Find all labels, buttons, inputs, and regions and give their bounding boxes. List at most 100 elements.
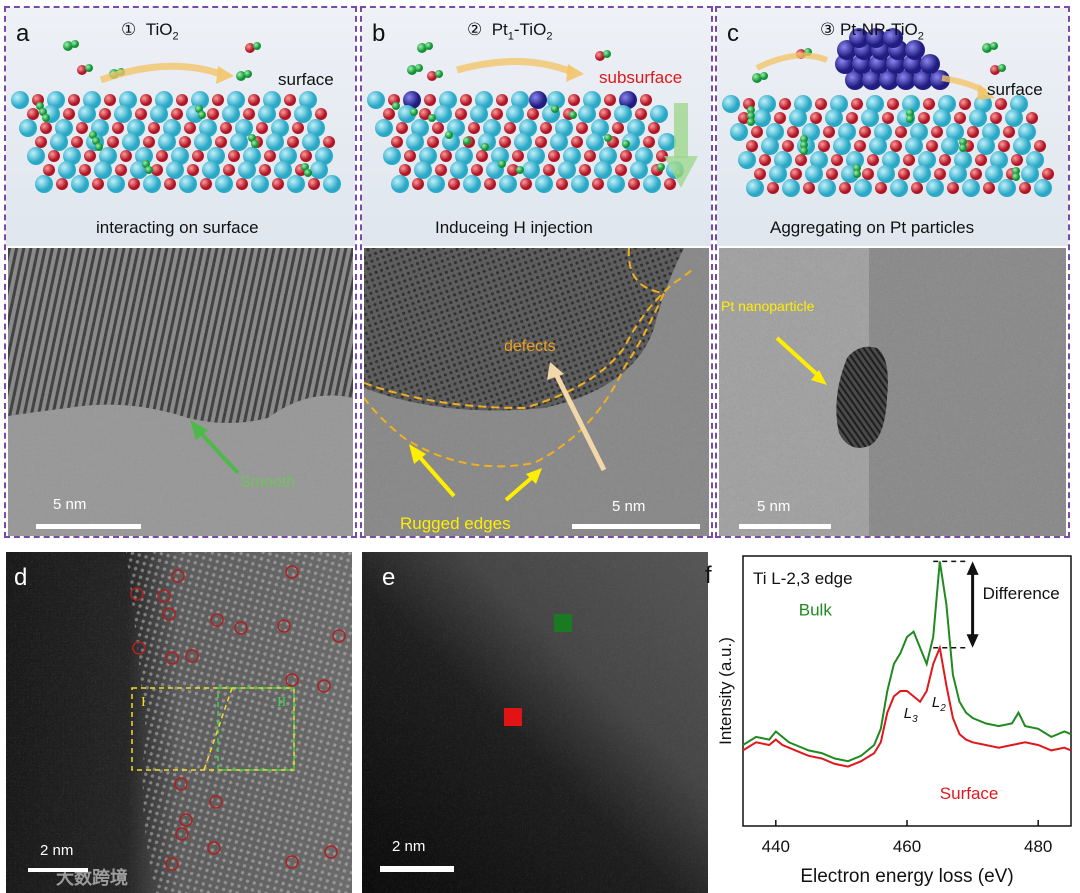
atom (383, 108, 395, 120)
panel-d: d I II 2 nm 大数跨境 (6, 552, 352, 893)
pt-atom (920, 54, 940, 74)
panel-a: a ① TiO2 surface interacting on surface … (4, 6, 357, 538)
pt-atom (883, 28, 903, 48)
atom (923, 98, 935, 110)
atom (315, 147, 333, 165)
atom (55, 119, 73, 137)
atom (308, 178, 320, 190)
atom (251, 175, 269, 193)
atom (511, 91, 529, 109)
atom (910, 123, 928, 141)
defect-marker (285, 855, 299, 869)
legend-bulk: Bulk (799, 600, 833, 619)
atom (902, 95, 920, 113)
atom (905, 137, 923, 155)
atom (823, 126, 835, 138)
atom (592, 178, 604, 190)
atom (187, 164, 199, 176)
atom (563, 147, 581, 165)
scale-label: 5 nm (612, 498, 646, 515)
haadf-image-e (362, 552, 708, 893)
atom (754, 168, 766, 180)
atom (753, 109, 771, 127)
atom (222, 105, 240, 123)
atom (367, 91, 385, 109)
atom (450, 161, 468, 179)
atom (176, 94, 188, 106)
atom (104, 94, 116, 106)
hydrogen-atom (42, 114, 50, 122)
atom (941, 137, 959, 155)
panel-caption: interacting on surface (96, 218, 259, 237)
atom (448, 178, 460, 190)
smooth-annotation: Smooth (240, 474, 296, 491)
atom (859, 126, 871, 138)
atom (995, 98, 1007, 110)
atom (483, 119, 501, 137)
defect-marker (234, 621, 248, 635)
defect-marker (157, 589, 171, 603)
atom (171, 147, 189, 165)
atom (47, 91, 65, 109)
atom (543, 164, 555, 176)
atom (805, 165, 823, 183)
atom (527, 147, 545, 165)
hydrogen-atom (463, 137, 471, 145)
atom (830, 95, 848, 113)
atom (140, 94, 152, 106)
atom (612, 122, 624, 134)
atom (547, 91, 565, 109)
atom (284, 94, 296, 106)
atom (550, 133, 568, 151)
atom (818, 179, 836, 197)
panel-caption: Induceing H injection (435, 218, 593, 237)
hydrogen-atom (92, 137, 100, 145)
atom (782, 179, 800, 197)
hydrogen-atom (145, 166, 153, 174)
atom (300, 150, 312, 162)
atom (794, 95, 812, 113)
atom (838, 123, 856, 141)
atom (83, 91, 101, 109)
atom (1019, 182, 1031, 194)
atom (862, 168, 874, 180)
atom (769, 165, 787, 183)
atom (656, 150, 668, 162)
pt1-tio2-slab-illustration (367, 42, 698, 193)
atom (99, 108, 111, 120)
atom (875, 182, 887, 194)
atom (427, 175, 445, 193)
molecule-atom (998, 64, 1006, 72)
atom (650, 105, 668, 123)
atom (779, 98, 791, 110)
difference-label: Difference (983, 584, 1060, 603)
atom (19, 119, 37, 137)
atom (143, 136, 155, 148)
hydrogen-atom (481, 143, 489, 151)
atom (946, 123, 964, 141)
atom (535, 175, 553, 193)
atom (391, 136, 403, 148)
atom (782, 140, 794, 152)
atom (148, 122, 160, 134)
atom (151, 164, 163, 176)
hydrogen-atom (516, 166, 524, 174)
atom (911, 182, 923, 194)
atom (274, 161, 292, 179)
atom (926, 179, 944, 197)
x-axis-label: Electron energy loss (eV) (800, 866, 1013, 887)
atom (156, 150, 168, 162)
atom (604, 94, 616, 106)
atom (243, 147, 261, 165)
atom (558, 161, 576, 179)
atom (571, 136, 583, 148)
atom (759, 154, 771, 166)
panel-title: ② Pt1-TiO2 (467, 20, 553, 43)
atom (1026, 112, 1038, 124)
molecule-atom (425, 42, 433, 50)
atom (628, 178, 640, 190)
atom (962, 179, 980, 197)
scale-label: 2 nm (392, 838, 426, 855)
atom (933, 109, 951, 127)
hydrogen-atom (498, 160, 506, 168)
